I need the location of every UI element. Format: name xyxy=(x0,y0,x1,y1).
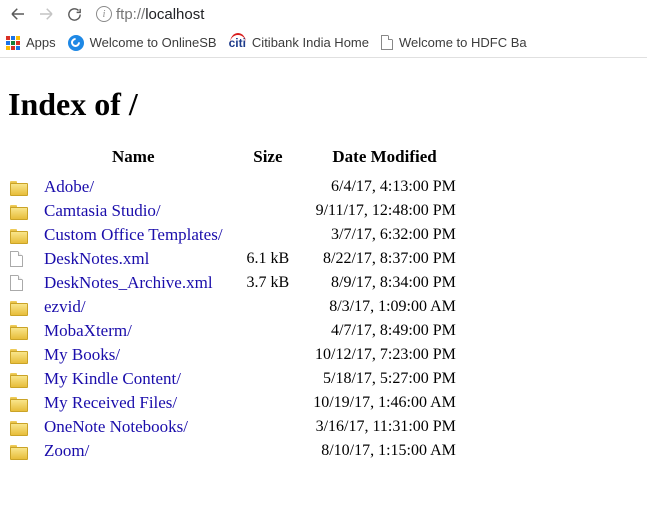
table-row: DeskNotes.xml 6.1 kB8/22/17, 8:37:00 PM xyxy=(8,247,468,271)
file-link[interactable]: DeskNotes_Archive.xml xyxy=(44,273,213,292)
file-link[interactable]: Zoom/ xyxy=(44,441,89,460)
bookmarks-bar: Apps Welcome to OnlineSB citi Citibank I… xyxy=(0,28,647,58)
file-date: 8/10/17, 1:15:00 AM xyxy=(301,439,468,463)
table-row: MobaXterm/4/7/17, 8:49:00 PM xyxy=(8,319,468,343)
folder-icon xyxy=(10,349,26,362)
table-row: My Kindle Content/5/18/17, 5:27:00 PM xyxy=(8,367,468,391)
sbi-icon xyxy=(68,35,84,51)
back-button[interactable] xyxy=(6,2,30,26)
file-date: 10/12/17, 7:23:00 PM xyxy=(301,343,468,367)
citi-label: Citibank India Home xyxy=(252,35,369,50)
arrow-left-icon xyxy=(9,5,27,23)
hdfc-label: Welcome to HDFC Ba xyxy=(399,35,527,50)
sbi-bookmark[interactable]: Welcome to OnlineSB xyxy=(68,35,217,51)
file-size xyxy=(235,295,302,319)
table-row: Camtasia Studio/9/11/17, 12:48:00 PM xyxy=(8,199,468,223)
file-size: 6.1 kB xyxy=(235,247,302,271)
hdfc-bookmark[interactable]: Welcome to HDFC Ba xyxy=(381,35,527,50)
file-size xyxy=(235,223,302,247)
reload-button[interactable] xyxy=(62,2,86,26)
table-row: Adobe/6/4/17, 4:13:00 PM xyxy=(8,175,468,199)
file-link[interactable]: DeskNotes.xml xyxy=(44,249,149,268)
file-date: 8/3/17, 1:09:00 AM xyxy=(301,295,468,319)
file-date: 3/7/17, 6:32:00 PM xyxy=(301,223,468,247)
table-row: DeskNotes_Archive.xml 3.7 kB8/9/17, 8:34:… xyxy=(8,271,468,295)
file-date: 9/11/17, 12:48:00 PM xyxy=(301,199,468,223)
apps-label: Apps xyxy=(26,35,56,50)
file-size xyxy=(235,319,302,343)
address-text: ftp://localhost xyxy=(116,6,204,23)
file-size xyxy=(235,199,302,223)
file-link[interactable]: My Kindle Content/ xyxy=(44,369,181,388)
arrow-right-icon xyxy=(37,5,55,23)
folder-icon xyxy=(10,181,26,194)
file-date: 6/4/17, 4:13:00 PM xyxy=(301,175,468,199)
file-date: 8/22/17, 8:37:00 PM xyxy=(301,247,468,271)
forward-button[interactable] xyxy=(34,2,58,26)
folder-icon xyxy=(10,421,26,434)
file-link[interactable]: ezvid/ xyxy=(44,297,86,316)
file-link[interactable]: My Books/ xyxy=(44,345,120,364)
folder-icon xyxy=(10,301,26,314)
file-link[interactable]: Custom Office Templates/ xyxy=(44,225,223,244)
table-row: My Received Files/10/19/17, 1:46:00 AM xyxy=(8,391,468,415)
info-icon[interactable]: i xyxy=(96,6,112,22)
citi-icon: citi xyxy=(229,36,246,50)
apps-icon xyxy=(6,36,20,50)
table-row: My Books/10/12/17, 7:23:00 PM xyxy=(8,343,468,367)
file-size xyxy=(235,367,302,391)
file-link[interactable]: Camtasia Studio/ xyxy=(44,201,161,220)
column-header-date: Date Modified xyxy=(301,145,468,175)
file-date: 10/19/17, 1:46:00 AM xyxy=(301,391,468,415)
page-content: Index of / Name Size Date Modified Adobe… xyxy=(0,86,647,473)
browser-toolbar: i ftp://localhost xyxy=(0,0,647,28)
file-size xyxy=(235,391,302,415)
file-date: 8/9/17, 8:34:00 PM xyxy=(301,271,468,295)
sbi-label: Welcome to OnlineSB xyxy=(90,35,217,50)
folder-icon xyxy=(10,205,26,218)
folder-icon xyxy=(10,445,26,458)
file-icon xyxy=(10,275,23,291)
file-date: 3/16/17, 11:31:00 PM xyxy=(301,415,468,439)
citi-bookmark[interactable]: citi Citibank India Home xyxy=(229,35,369,50)
page-icon xyxy=(381,35,393,50)
file-link[interactable]: MobaXterm/ xyxy=(44,321,132,340)
apps-shortcut[interactable]: Apps xyxy=(6,35,56,50)
table-row: Zoom/8/10/17, 1:15:00 AM xyxy=(8,439,468,463)
file-link[interactable]: Adobe/ xyxy=(44,177,94,196)
directory-listing: Name Size Date Modified Adobe/6/4/17, 4:… xyxy=(8,145,468,463)
column-header-name: Name xyxy=(32,145,235,175)
file-size: 3.7 kB xyxy=(235,271,302,295)
table-row: OneNote Notebooks/3/16/17, 11:31:00 PM xyxy=(8,415,468,439)
file-size xyxy=(235,415,302,439)
table-row: ezvid/8/3/17, 1:09:00 AM xyxy=(8,295,468,319)
address-bar[interactable]: i ftp://localhost xyxy=(90,2,641,26)
folder-icon xyxy=(10,397,26,410)
file-icon xyxy=(10,251,23,267)
file-size xyxy=(235,343,302,367)
file-date: 4/7/17, 8:49:00 PM xyxy=(301,319,468,343)
folder-icon xyxy=(10,373,26,386)
page-title: Index of / xyxy=(8,86,639,123)
file-date: 5/18/17, 5:27:00 PM xyxy=(301,367,468,391)
file-size xyxy=(235,439,302,463)
file-link[interactable]: OneNote Notebooks/ xyxy=(44,417,188,436)
file-size xyxy=(235,175,302,199)
file-link[interactable]: My Received Files/ xyxy=(44,393,177,412)
folder-icon xyxy=(10,325,26,338)
reload-icon xyxy=(66,6,83,23)
column-header-size: Size xyxy=(235,145,302,175)
table-row: Custom Office Templates/3/7/17, 6:32:00 … xyxy=(8,223,468,247)
folder-icon xyxy=(10,229,26,242)
